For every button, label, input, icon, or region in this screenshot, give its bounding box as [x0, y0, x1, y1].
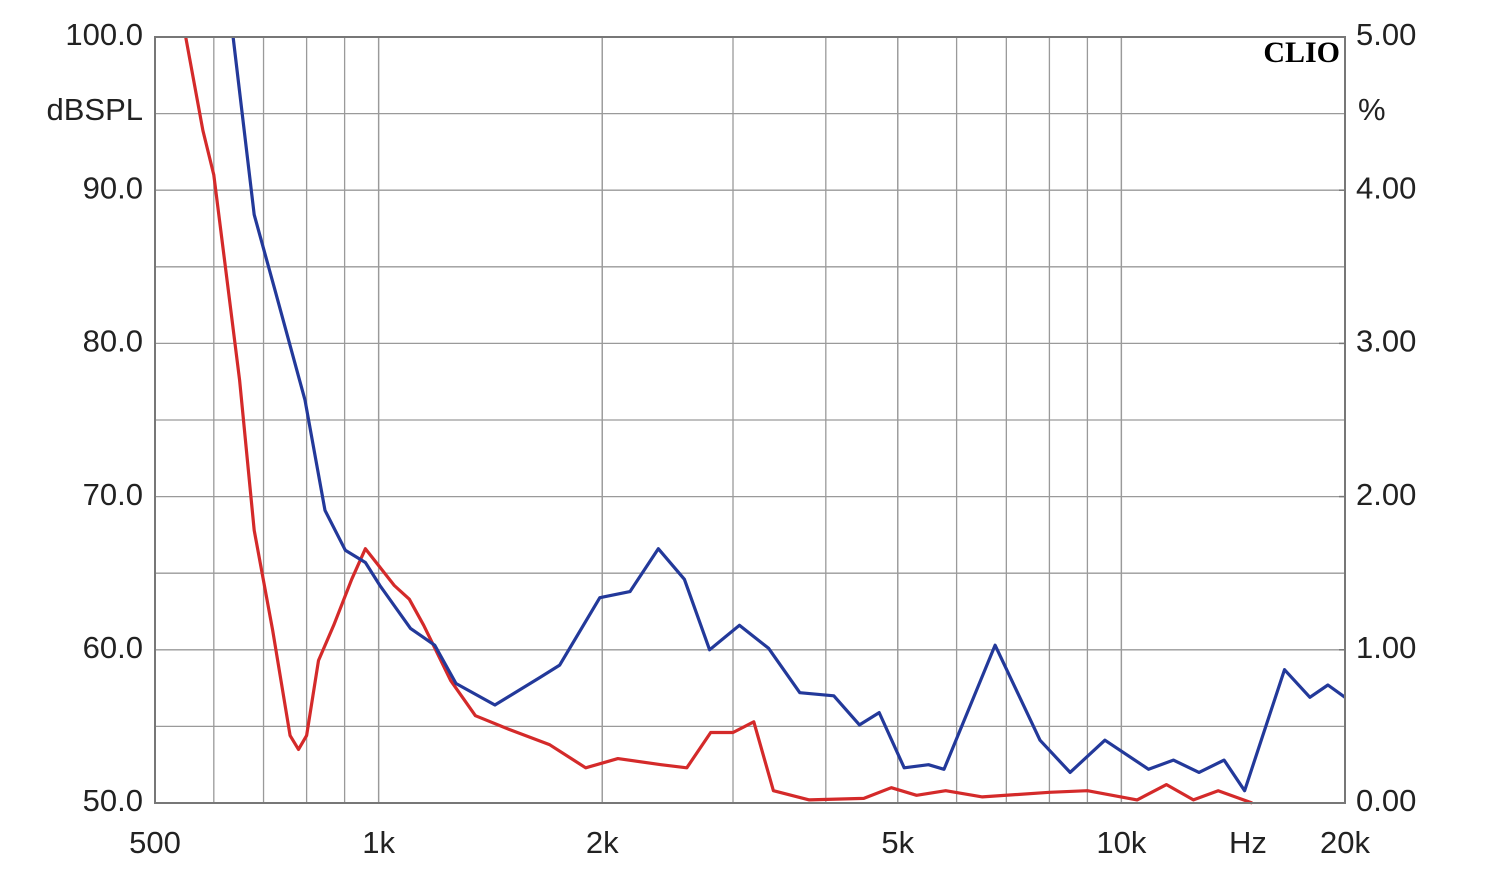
grid — [154, 36, 1346, 804]
y-tick-label: 60.0 — [83, 630, 143, 665]
y2-tick-label: 5.00 — [1356, 17, 1416, 52]
y2-tick-label: 1.00 — [1356, 630, 1416, 665]
y-tick-label: 100.0 — [65, 17, 143, 52]
series-line — [184, 36, 1253, 805]
y2-tick-label: 0.00 — [1356, 783, 1416, 818]
y-tick-label: 50.0 — [83, 783, 143, 818]
x-tick-label: 1k — [362, 825, 395, 860]
annotation: CLIO — [1263, 36, 1340, 69]
series-line — [231, 36, 1346, 793]
y2-tick-label: 3.00 — [1356, 324, 1416, 359]
x-tick-label: 2k — [586, 825, 619, 860]
y-axis-label: dBSPL — [46, 92, 143, 127]
x-tick-label: 10k — [1096, 825, 1146, 860]
x-tick-label: 20k — [1320, 825, 1370, 860]
x-tick-label: 500 — [129, 825, 181, 860]
y-tick-label: 80.0 — [83, 324, 143, 359]
y-tick-label: 90.0 — [83, 170, 143, 205]
y2-tick-label: 4.00 — [1356, 170, 1416, 205]
y2-tick-label: 2.00 — [1356, 477, 1416, 512]
x-tick-label: 5k — [881, 825, 914, 860]
plot-frame — [154, 36, 1346, 804]
x-axis-label: Hz — [1229, 825, 1267, 860]
plot-lines — [184, 36, 1346, 805]
y-tick-label: 70.0 — [83, 477, 143, 512]
y2-axis-label: % — [1358, 92, 1386, 127]
